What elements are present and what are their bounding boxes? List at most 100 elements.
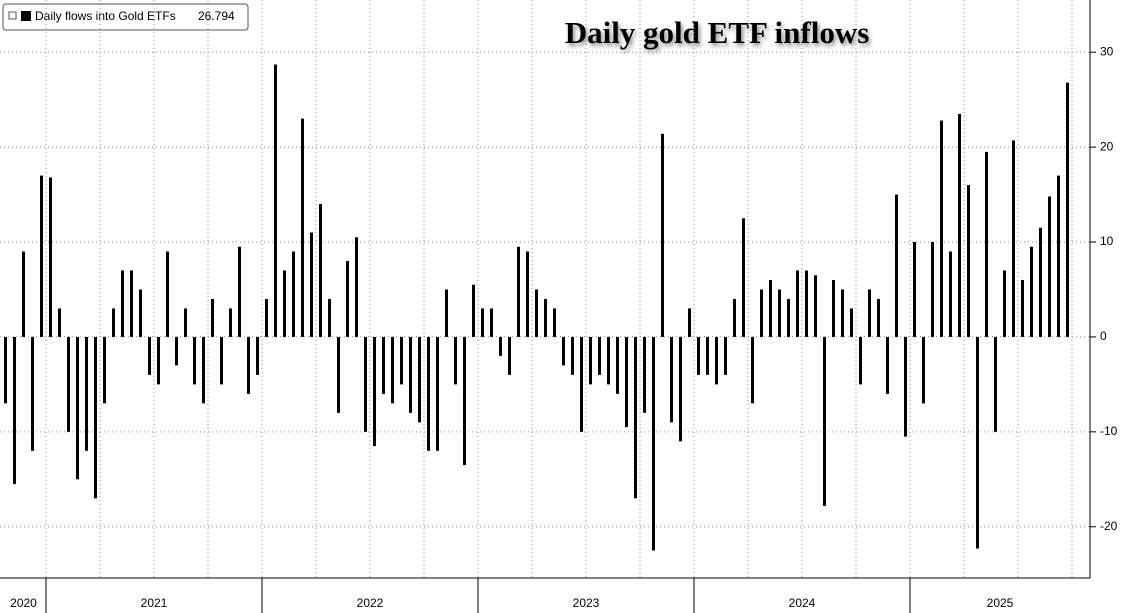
bar [508, 336, 511, 375]
bar [166, 251, 169, 337]
bar [4, 336, 7, 404]
bar [418, 336, 421, 423]
bar [625, 336, 628, 428]
bar [40, 175, 43, 337]
chart-title: Daily gold ETF inflows [565, 15, 870, 50]
bar [994, 336, 997, 432]
bar [643, 336, 646, 413]
bar [742, 218, 745, 337]
bar [715, 336, 718, 385]
bar [571, 336, 574, 375]
bar [283, 270, 286, 337]
bar [58, 308, 61, 337]
bar [1039, 227, 1042, 337]
y-tick-label: 10 [1100, 234, 1114, 248]
bar [22, 251, 25, 337]
bar [985, 151, 988, 337]
bar [562, 336, 565, 366]
bar [247, 336, 250, 394]
bar [355, 237, 358, 337]
bar [292, 251, 295, 337]
bar [139, 289, 142, 337]
bar [652, 336, 655, 551]
bar [427, 336, 430, 451]
bar [229, 308, 232, 337]
bar [364, 336, 367, 432]
bar [391, 336, 394, 404]
bar [148, 336, 151, 375]
bar [112, 308, 115, 337]
x-tick-label: 2023 [573, 596, 600, 610]
legend-toggle [8, 11, 17, 20]
bar [553, 308, 556, 337]
bar [877, 298, 880, 337]
bar [580, 336, 583, 432]
bar [724, 336, 727, 375]
bar [958, 113, 961, 337]
bar [1066, 82, 1069, 337]
bar [607, 336, 610, 385]
bar [634, 336, 637, 499]
bar [859, 336, 862, 385]
bar [940, 120, 943, 337]
bar [1021, 279, 1024, 337]
bar [85, 336, 88, 451]
bar [238, 246, 241, 337]
bar [472, 284, 475, 337]
bar [76, 336, 79, 480]
bar [760, 289, 763, 337]
bar [976, 336, 979, 549]
bar [31, 336, 34, 451]
bar [67, 336, 70, 432]
bar [832, 279, 835, 337]
bar [535, 289, 538, 337]
bar [787, 298, 790, 337]
bar [499, 336, 502, 356]
legend: Daily flows into Gold ETFs 26.794 [2, 3, 249, 31]
x-tick-label: 2022 [357, 596, 384, 610]
bar [265, 298, 268, 337]
bar [1030, 246, 1033, 337]
bar [436, 336, 439, 451]
bar [193, 336, 196, 385]
legend-last-value: 26.794 [198, 9, 235, 23]
bar [904, 336, 907, 437]
bar [319, 204, 322, 337]
bar [373, 336, 376, 447]
bar [841, 289, 844, 337]
bar [103, 336, 106, 404]
bar [544, 298, 547, 337]
bar [769, 279, 772, 337]
bar [157, 336, 160, 385]
bar [796, 270, 799, 337]
bar [256, 336, 259, 375]
y-tick-label: 30 [1100, 44, 1114, 58]
bar [886, 336, 889, 394]
bar [490, 308, 493, 337]
legend-box [2, 3, 249, 31]
bar [526, 251, 529, 337]
bar [679, 336, 682, 442]
bar [445, 289, 448, 337]
x-tick-label: 2020 [10, 596, 37, 610]
legend-label: Daily flows into Gold ETFs [35, 9, 176, 23]
bar [463, 336, 466, 466]
bar [328, 298, 331, 337]
bar [805, 270, 808, 337]
bar [868, 289, 871, 337]
bar [184, 308, 187, 337]
bar [697, 336, 700, 375]
bar [967, 185, 970, 337]
y-tick-label: 0 [1100, 329, 1107, 343]
bar [688, 308, 691, 337]
bar [409, 336, 412, 413]
bar [751, 336, 754, 404]
bar [202, 336, 205, 404]
bar [337, 336, 340, 413]
y-tick-label: -20 [1100, 519, 1118, 533]
bar [301, 118, 304, 337]
bar [661, 133, 664, 337]
bar [211, 298, 214, 337]
